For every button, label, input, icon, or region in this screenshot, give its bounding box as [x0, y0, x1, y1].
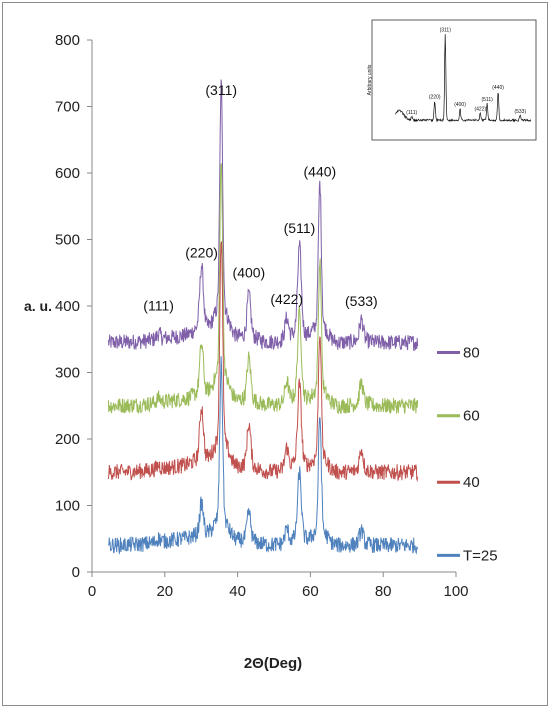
- y-tick-label: 800: [55, 32, 80, 49]
- inset-series-line: [395, 34, 532, 123]
- inset-peak-label: (311): [440, 27, 452, 33]
- series-line-2: [107, 162, 419, 415]
- x-tick-label: 60: [302, 583, 319, 600]
- legend-label: 60: [463, 408, 480, 425]
- y-tick-label: 100: [55, 498, 80, 515]
- inset-peak-label: (533): [514, 109, 526, 115]
- peak-label: (220): [185, 244, 218, 260]
- x-axis-label: 2Θ(Deg): [244, 655, 302, 672]
- series-line-4: [108, 356, 419, 556]
- inset-y-label: Arbitrary units: [367, 64, 373, 95]
- peak-label: (511): [284, 220, 316, 236]
- inset-frame: [371, 19, 537, 141]
- y-tick-label: 200: [55, 431, 80, 448]
- series-line-3: [107, 240, 419, 483]
- y-tick-label: 700: [55, 99, 80, 116]
- inset-peak-label: (422): [474, 107, 486, 113]
- inset-peak-label: (111): [406, 110, 417, 116]
- peak-label: (400): [233, 264, 266, 280]
- peak-label: (440): [304, 163, 337, 179]
- y-tick-label: 0: [72, 564, 80, 581]
- legend-label: T=25: [463, 547, 498, 564]
- series-line-1: [107, 79, 419, 352]
- inset-peak-label: (400): [454, 102, 466, 108]
- y-tick-label: 300: [55, 365, 80, 382]
- inset-peak-label: (220): [429, 95, 441, 101]
- legend-label: 80: [463, 345, 480, 362]
- peak-label: (111): [143, 298, 174, 314]
- peak-label: (311): [205, 82, 237, 98]
- y-tick-label: 500: [55, 232, 80, 249]
- series-layer: [107, 79, 419, 556]
- legend-label: 40: [463, 474, 480, 491]
- y-tick-label: 400: [55, 298, 80, 315]
- main-axes: 0 100 200 300 400 500 600 700 800 0 20 40 60 80 100: [55, 32, 469, 600]
- y-axis-label: a. u.: [24, 298, 52, 314]
- inset-peak-label: (440): [492, 85, 504, 91]
- peak-label: (533): [345, 293, 378, 309]
- x-tick-label: 80: [375, 583, 392, 600]
- x-tick-label: 100: [443, 583, 468, 600]
- inset-peak-label: (511): [481, 97, 493, 103]
- x-tick-label: 40: [229, 583, 246, 600]
- inset-chart: Arbitrary units (111) (220) (311) (400) (422)…: [367, 19, 537, 141]
- x-tick-label: 0: [88, 583, 96, 600]
- y-tick-label: 600: [55, 165, 80, 182]
- peak-labels: (111) (220) (311) (400)(422) (511) (440) (533): [143, 82, 377, 313]
- legend: 80 60 40 T=25: [437, 345, 498, 564]
- peak-label: (422): [270, 291, 303, 307]
- x-tick-label: 20: [156, 583, 173, 600]
